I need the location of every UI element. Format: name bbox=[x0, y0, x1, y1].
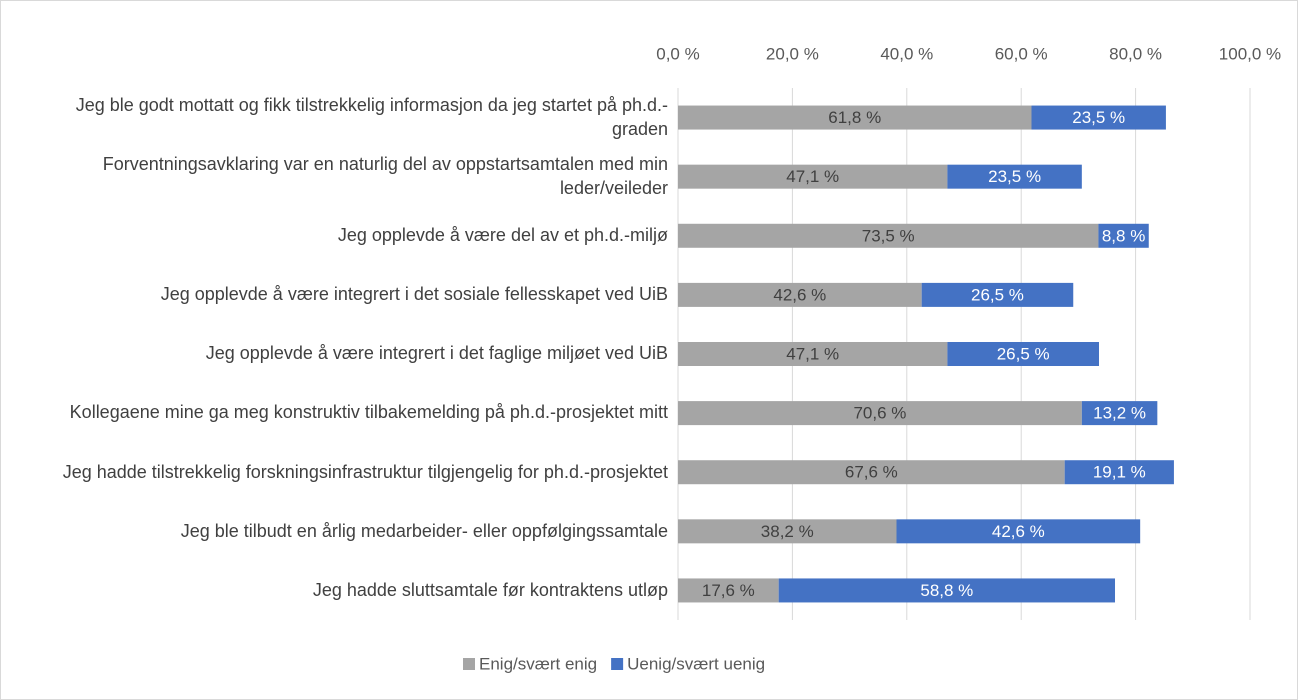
x-tick-label: 80,0 % bbox=[1109, 44, 1162, 63]
category-label-box: Kollegaene mine ga meg konstruktiv tilba… bbox=[69, 402, 668, 423]
data-label: 70,6 % bbox=[853, 404, 906, 423]
bar bbox=[678, 223, 1099, 248]
bar bbox=[778, 578, 1116, 603]
data-label: 47,1 % bbox=[786, 167, 839, 186]
category-label: Jeg ble tilbudt en årlig medarbeider- el… bbox=[180, 520, 668, 541]
category-label: Jeg ble godt mottatt og fikk tilstrekkel… bbox=[75, 95, 668, 139]
x-tick-label: 100,0 % bbox=[1219, 44, 1281, 63]
bar bbox=[678, 578, 779, 603]
legend-label: Uenig/svært uenig bbox=[627, 654, 765, 673]
data-label: 58,8 % bbox=[920, 581, 973, 600]
category-label-box: Jeg opplevde å være del av et ph.d.-milj… bbox=[337, 225, 668, 246]
bar bbox=[1064, 460, 1174, 485]
data-label: 23,5 % bbox=[988, 167, 1041, 186]
bar bbox=[1031, 105, 1166, 130]
category-label: Forventningsavklaring var en naturlig de… bbox=[102, 154, 668, 198]
x-tick-label: 20,0 % bbox=[766, 44, 819, 63]
data-label: 67,6 % bbox=[845, 463, 898, 482]
data-label: 42,6 % bbox=[992, 522, 1045, 541]
bar bbox=[921, 282, 1074, 307]
data-label: 23,5 % bbox=[1072, 108, 1125, 127]
category-label: Kollegaene mine ga meg konstruktiv tilba… bbox=[69, 402, 668, 423]
x-tick-label: 60,0 % bbox=[995, 44, 1048, 63]
data-label: 73,5 % bbox=[862, 226, 915, 245]
bar bbox=[896, 519, 1141, 544]
bar bbox=[678, 105, 1032, 130]
category-label-box: Jeg ble godt mottatt og fikk tilstrekkel… bbox=[75, 95, 668, 139]
category-label-box: Jeg opplevde å være integrert i det fagl… bbox=[205, 343, 668, 364]
data-label: 26,5 % bbox=[971, 285, 1024, 304]
category-label: Jeg opplevde å være integrert i det fagl… bbox=[205, 343, 668, 364]
bar bbox=[1098, 223, 1149, 248]
bar bbox=[678, 401, 1082, 426]
bar bbox=[678, 460, 1065, 485]
bar bbox=[1081, 401, 1158, 426]
legend-label: Enig/svært enig bbox=[479, 654, 597, 673]
data-label: 19,1 % bbox=[1093, 463, 1146, 482]
x-tick-label: 40,0 % bbox=[880, 44, 933, 63]
category-label-box: Jeg opplevde å være integrert i det sosi… bbox=[160, 284, 668, 305]
data-label: 26,5 % bbox=[997, 344, 1050, 363]
category-label: Jeg hadde sluttsamtale før kontraktens u… bbox=[312, 579, 668, 600]
category-label-box: Jeg ble tilbudt en årlig medarbeider- el… bbox=[180, 520, 668, 541]
bar bbox=[947, 164, 1082, 189]
bar bbox=[678, 342, 948, 366]
category-label-box: Forventningsavklaring var en naturlig de… bbox=[102, 154, 668, 198]
data-label: 8,8 % bbox=[1102, 226, 1145, 245]
legend-swatch bbox=[463, 658, 475, 670]
data-label: 47,1 % bbox=[786, 344, 839, 363]
bar bbox=[678, 164, 948, 189]
bar bbox=[947, 342, 1099, 366]
category-label: Jeg opplevde å være integrert i det sosi… bbox=[160, 284, 668, 305]
category-label-box: Jeg hadde tilstrekkelig forskningsinfras… bbox=[62, 461, 668, 482]
data-label: 17,6 % bbox=[702, 581, 755, 600]
category-label: Jeg hadde tilstrekkelig forskningsinfras… bbox=[62, 461, 668, 482]
legend-swatch bbox=[611, 658, 624, 670]
data-label: 61,8 % bbox=[828, 108, 881, 127]
bar bbox=[678, 282, 922, 307]
category-label-box: Jeg hadde sluttsamtale før kontraktens u… bbox=[312, 579, 668, 600]
data-label: 38,2 % bbox=[761, 522, 814, 541]
x-tick-label: 0,0 % bbox=[656, 44, 699, 63]
data-label: 42,6 % bbox=[773, 285, 826, 304]
data-label: 13,2 % bbox=[1093, 404, 1146, 423]
bar bbox=[678, 519, 897, 544]
category-label: Jeg opplevde å være del av et ph.d.-milj… bbox=[337, 225, 668, 246]
